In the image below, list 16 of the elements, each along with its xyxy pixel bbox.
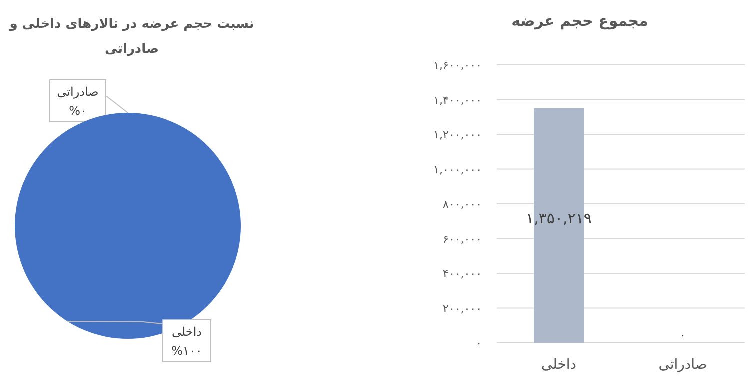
data-label: ۰ bbox=[680, 329, 686, 342]
y-tick-label: ۱,۴۰۰,۰۰۰ bbox=[434, 94, 482, 107]
y-tick-label: ۲۰۰,۰۰۰ bbox=[443, 302, 482, 316]
y-tick-label: ۴۰۰,۰۰۰ bbox=[443, 268, 482, 280]
y-tick-label: ۰ bbox=[476, 337, 482, 350]
slice-label: داخلی bbox=[172, 325, 202, 339]
category-label: صادراتی bbox=[57, 85, 99, 99]
y-tick-label: ۱,۲۰۰,۰۰۰ bbox=[434, 128, 482, 142]
y-tick-label: ۱,۰۰۰,۰۰۰ bbox=[434, 163, 482, 176]
y-tick-label: ۱,۶۰۰,۰۰۰ bbox=[434, 59, 482, 72]
data-label: %۱۰۰ bbox=[172, 344, 202, 358]
chart-title: نسبت حجم عرضه در تالارهای داخلی و صادراتی bbox=[8, 17, 254, 57]
chart-title: مجموع حجم عرضه bbox=[512, 12, 648, 30]
text: %۰ bbox=[69, 104, 87, 118]
y-tick-label: ۸۰۰,۰۰۰ bbox=[443, 198, 482, 211]
y-tick-label: ۶۰۰,۰۰۰ bbox=[443, 232, 482, 246]
